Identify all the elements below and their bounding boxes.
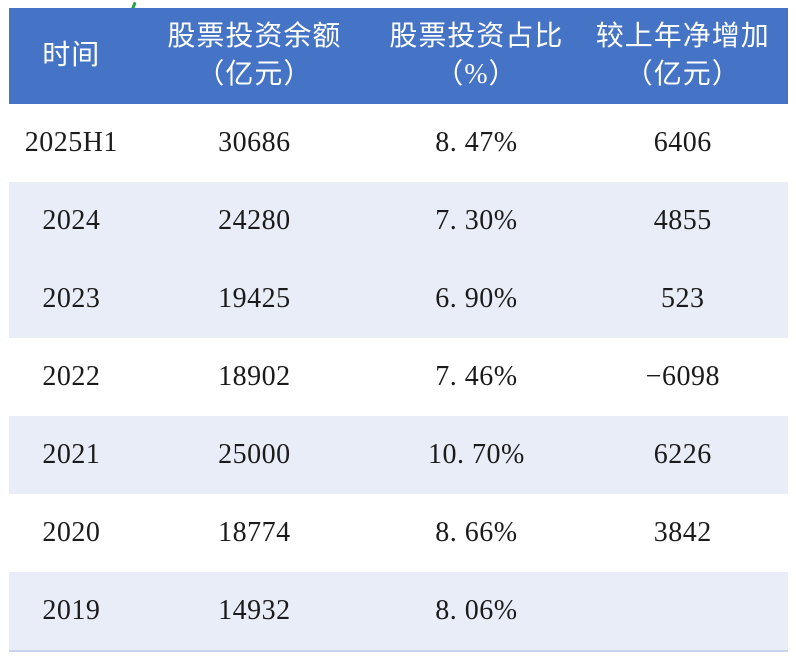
cell-share: 10. 70% xyxy=(427,439,525,470)
cell-balance: 14932 xyxy=(218,595,291,626)
cell-balance: 25000 xyxy=(218,439,291,470)
cell-share: 7. 30% xyxy=(435,205,518,236)
cell-net-change: 3842 xyxy=(653,517,712,548)
stock-investment-table: 时间 股票投资余额 （亿元） 股票投资占比 （%） 较上年净增加 （亿元） 20… xyxy=(9,8,788,652)
cell-period: 2025H1 xyxy=(24,127,118,158)
cell-balance: 18902 xyxy=(218,361,291,392)
header-share-line2: （%） xyxy=(435,59,518,90)
cell-period: 2019 xyxy=(42,595,101,626)
cell-share: 8. 47% xyxy=(435,127,518,158)
cell-net-change: 523 xyxy=(661,283,705,314)
cell-balance: 30686 xyxy=(218,127,291,158)
cell-balance: 24280 xyxy=(218,205,291,236)
header-cell-balance: 股票投资余额 （亿元） xyxy=(134,8,375,104)
header-balance-line1: 股票投资余额 xyxy=(167,21,342,53)
cell-share: 8. 66% xyxy=(435,517,518,548)
header-cell-net-change: 较上年净增加 （亿元） xyxy=(578,8,788,104)
table-row-2022: 2022 18902 7. 46% −6098 xyxy=(9,338,788,416)
cell-balance: 19425 xyxy=(218,283,291,314)
cell-share: 8. 06% xyxy=(435,595,518,626)
header-net-change-line1: 较上年净增加 xyxy=(595,21,770,53)
cell-net-change: 6406 xyxy=(653,127,712,158)
table-row-2023: 2023 19425 6. 90% 523 xyxy=(9,260,788,338)
cell-share: 7. 46% xyxy=(435,361,518,392)
cell-net-change: −6098 xyxy=(645,361,720,392)
cell-balance: 18774 xyxy=(218,517,291,548)
header-period-line1: 时间 xyxy=(42,40,101,72)
header-net-change-line2: （亿元） xyxy=(624,59,741,90)
table-row-2019: 2019 14932 8. 06% xyxy=(9,572,788,652)
header-cell-period: 时间 xyxy=(9,8,134,104)
header-share-line1: 股票投资占比 xyxy=(389,21,564,53)
cell-period: 2024 xyxy=(42,205,101,236)
table-row-2021: 2021 25000 10. 70% 6226 xyxy=(9,416,788,494)
header-balance-line2: （亿元） xyxy=(196,59,313,90)
cell-net-change: 6226 xyxy=(653,439,712,470)
cell-period: 2023 xyxy=(42,283,101,314)
cell-net-change: 4855 xyxy=(653,205,712,236)
table-body: 2025H1 30686 8. 47% 6406 2024 24280 7. 3… xyxy=(9,104,788,652)
cell-share: 6. 90% xyxy=(435,283,518,314)
table-row-2020: 2020 18774 8. 66% 3842 xyxy=(9,494,788,572)
cell-net-change xyxy=(578,572,788,650)
cell-period: 2020 xyxy=(42,517,101,548)
cell-period: 2022 xyxy=(42,361,101,392)
table-header-row: 时间 股票投资余额 （亿元） 股票投资占比 （%） 较上年净增加 （亿元） xyxy=(9,8,788,104)
header-cell-share: 股票投资占比 （%） xyxy=(375,8,578,104)
cell-period: 2021 xyxy=(42,439,101,470)
table-row-2025h1: 2025H1 30686 8. 47% 6406 xyxy=(9,104,788,182)
table-row-2024: 2024 24280 7. 30% 4855 xyxy=(9,182,788,260)
